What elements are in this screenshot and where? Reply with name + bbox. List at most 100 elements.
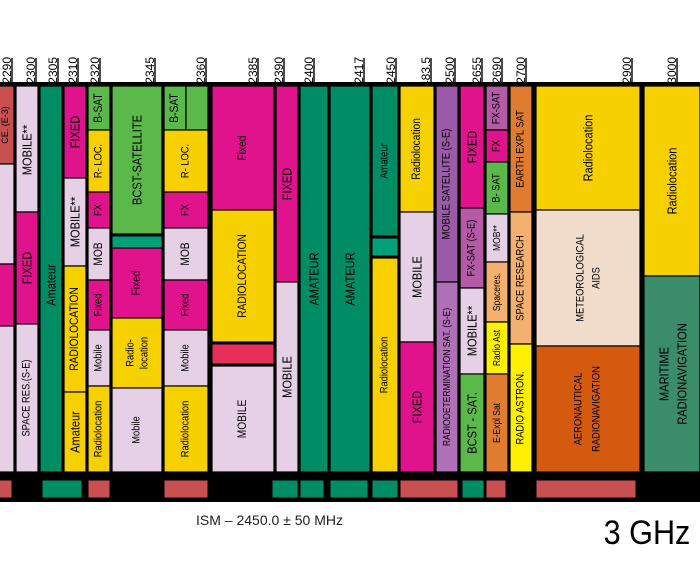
service-label: FIXED: [409, 390, 424, 423]
service-label: Fixed: [180, 293, 192, 316]
tick-label: 2900: [620, 57, 634, 84]
tick-label: 2390: [272, 57, 286, 84]
band-cell: [275, 281, 299, 473]
service-label: MOB: [180, 242, 193, 265]
band-cell: [459, 287, 485, 375]
service-label: R- LOC.: [180, 144, 192, 178]
band-strip: [111, 479, 161, 499]
band-strip: [329, 479, 369, 499]
band-cell: [459, 373, 485, 473]
service-label: Mobile: [93, 344, 105, 372]
service-label: B- SAT: [491, 173, 503, 202]
service-label: Radiolocation: [580, 115, 595, 182]
band-cell: [535, 345, 641, 473]
service-label: Amateur: [67, 411, 82, 453]
service-label: METEOROLOGICAL: [575, 234, 587, 322]
service-label: MOBILE SATELLITE (S-E): [441, 129, 453, 240]
service-label: Radiolocation: [93, 401, 105, 458]
service-label: AMATEUR: [342, 252, 357, 305]
service-label: B-SAT: [93, 93, 106, 122]
band-cell: [111, 85, 163, 235]
tick-label: 2500: [443, 57, 457, 84]
band-cell: [509, 343, 533, 473]
tick-label: 2417: [352, 57, 366, 84]
service-label: Radiolocation: [379, 337, 391, 394]
band-cell: [111, 387, 163, 473]
service-label: location: [139, 337, 151, 369]
tick-label: 2690: [490, 57, 504, 84]
service-label: MOB**: [492, 225, 503, 251]
service-label: E-Expl Sat: [492, 403, 503, 443]
service-label: SPACE RES.(S-E): [21, 359, 33, 436]
band-strip: [87, 479, 111, 499]
band-cell: [299, 85, 329, 473]
service-label: FIXED: [464, 130, 479, 163]
service-label: Fixed: [93, 293, 105, 316]
service-label: Fixed: [237, 136, 250, 161]
band-cell: [0, 163, 15, 265]
band-strip: [535, 479, 637, 499]
service-label: Radiolocation: [180, 401, 192, 458]
service-label: RADIOLOCATION: [69, 287, 82, 371]
band-cell: [87, 385, 111, 473]
band-cell: [163, 227, 209, 281]
tick-label: 2655: [470, 57, 484, 84]
tick-label: 2360: [194, 57, 208, 84]
tick-label: 2345: [143, 57, 157, 84]
service-label: FX: [93, 204, 105, 216]
service-label: Amateur: [379, 143, 391, 179]
service-label: FIXED: [279, 167, 294, 200]
band-cell: [399, 85, 435, 213]
service-label: RADIONAVIGATION: [591, 366, 603, 452]
tick-label: 2290: [0, 57, 14, 84]
band-strip: [211, 479, 269, 499]
service-label: Radio-: [125, 339, 137, 366]
service-label: Amateur: [43, 264, 58, 306]
band-strip: [0, 479, 13, 499]
band-strip: [371, 479, 399, 499]
chart-title: 3 GHz: [603, 514, 690, 552]
tick-label: 2320: [88, 57, 102, 84]
band-strip: [485, 479, 507, 499]
band-strip: [299, 479, 325, 499]
band-cell: [329, 85, 371, 473]
service-label: Radiolocation: [664, 148, 679, 215]
service-label: EARTH EXPL SAT: [515, 110, 527, 188]
band-strip: [461, 479, 485, 499]
service-label: FX: [180, 204, 192, 216]
band-cell: [371, 85, 399, 237]
service-label: RADIODETERMINATION SAT. (S-E): [442, 308, 453, 446]
service-label: Spaceres.: [492, 273, 503, 311]
service-label: MOB: [93, 242, 106, 265]
band-cell: [0, 263, 15, 327]
band-cell: [39, 85, 63, 473]
band-cell: [0, 325, 15, 473]
service-label: FX-SAT: [491, 92, 503, 124]
service-label: FX-SAT (S-E): [466, 220, 478, 277]
tick-label: 2483.5: [419, 57, 433, 94]
service-label: MOBILE: [409, 256, 424, 298]
band-cell: [163, 385, 209, 473]
band-cell: [163, 129, 209, 193]
band-cell: [111, 317, 163, 389]
service-label: CE. (E-3): [0, 106, 10, 144]
tick-label: 2310: [66, 57, 80, 84]
band-marker: [211, 343, 275, 365]
band-cell: [185, 85, 209, 131]
service-label: B-SAT: [169, 93, 182, 122]
service-label: FX: [491, 140, 503, 152]
tick-label: 2385: [246, 57, 260, 84]
service-label: RADIONAVIGATION: [674, 323, 689, 424]
tick-label: 2400: [302, 57, 316, 84]
service-label: MOBILE: [279, 356, 294, 398]
service-label: BCST - SAT.: [464, 392, 479, 454]
band-cell: [435, 281, 459, 473]
service-label: BCST-SATELLITE: [129, 115, 144, 205]
service-label: AERONAUTICAL: [573, 372, 585, 445]
band-strip: [17, 479, 39, 499]
band-cell: [399, 341, 435, 473]
service-label: SPACE RESEARCH: [515, 235, 527, 320]
service-label: R- LOC.: [93, 144, 105, 178]
